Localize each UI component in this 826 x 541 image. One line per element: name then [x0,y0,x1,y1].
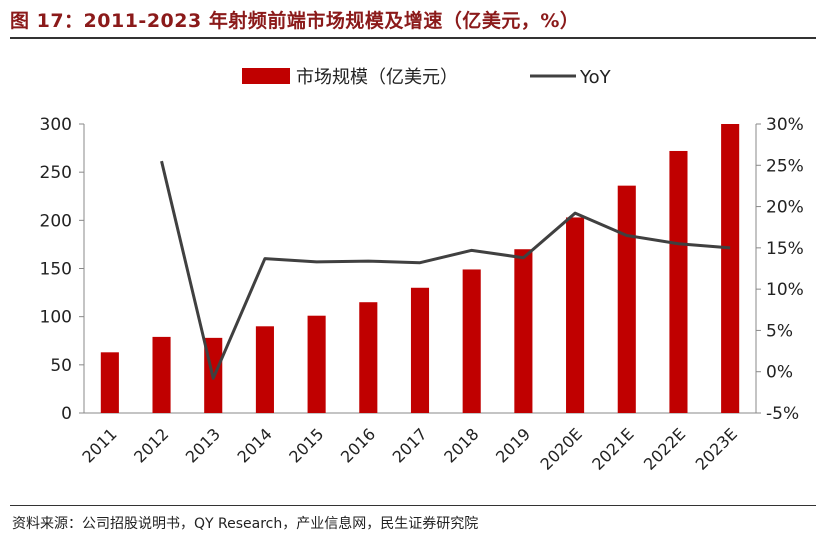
yoy-line [160,160,731,380]
right-tick-label: 5% [766,321,793,341]
bar-2015 [307,315,326,413]
right-tick-label: 10% [766,280,804,300]
bar-series [100,124,740,413]
left-tick-label: 250 [40,163,72,183]
legend-bar-swatch [242,68,290,84]
bar-2021E [617,185,636,413]
left-tick-label: 100 [40,308,72,328]
x-tick-label: 2019 [492,424,534,466]
right-tick-label: 20% [766,198,804,218]
x-tick-label: 2022E [640,424,689,473]
legend-line-label: YoY [579,67,612,88]
x-tick-label: 2016 [337,424,379,466]
legend: 市场规模（亿美元） YoY [242,67,612,88]
bar-2018 [462,269,481,413]
left-tick-label: 300 [40,115,72,135]
x-tick-label: 2015 [285,424,327,466]
left-tick-label: 50 [50,356,72,376]
x-tick-label: 2020E [537,424,586,473]
x-tick-label: 2018 [440,424,482,466]
legend-bar-label: 市场规模（亿美元） [296,67,458,88]
x-tick-label: 2023E [692,424,741,473]
x-tick-label: 2014 [234,424,276,466]
x-tick-label: 2011 [78,424,120,466]
line-series [160,160,731,380]
x-tick-label: 2013 [182,424,224,466]
right-tick-label: 15% [766,239,804,259]
left-tick-label: 150 [40,260,72,280]
right-tick-label: 30% [766,115,804,135]
bar-2016 [359,302,378,413]
bar-2022E [669,150,688,413]
bar-2020E [566,217,585,413]
bar-2014 [255,326,274,413]
source-note: 资料来源：公司招股说明书，QY Research，产业信息网，民生证券研究院 [12,516,479,532]
bar-2012 [152,336,171,413]
left-tick-label: 0 [61,404,72,424]
x-tick-label: 2017 [389,424,431,466]
bar-2023E [721,124,740,413]
bar-2019 [514,249,533,413]
title-rule [10,37,816,39]
chart-area: 0 50 100 150 200 250 300 -5% 0% 5% 10% 15% 20% 25% 30%… [40,67,804,474]
right-tick-label: 0% [766,363,793,383]
bar-2011 [100,352,119,413]
right-tick-label: -5% [766,404,799,424]
source-rule [10,505,816,506]
x-tick-label: 2012 [130,424,172,466]
x-tick-label: 2021E [588,424,637,473]
chart-title: 图 17：2011-2023 年射频前端市场规模及增速（亿美元，%） [10,10,580,32]
right-tick-label: 25% [766,156,804,176]
bar-2017 [410,287,430,413]
left-tick-label: 200 [40,211,72,231]
